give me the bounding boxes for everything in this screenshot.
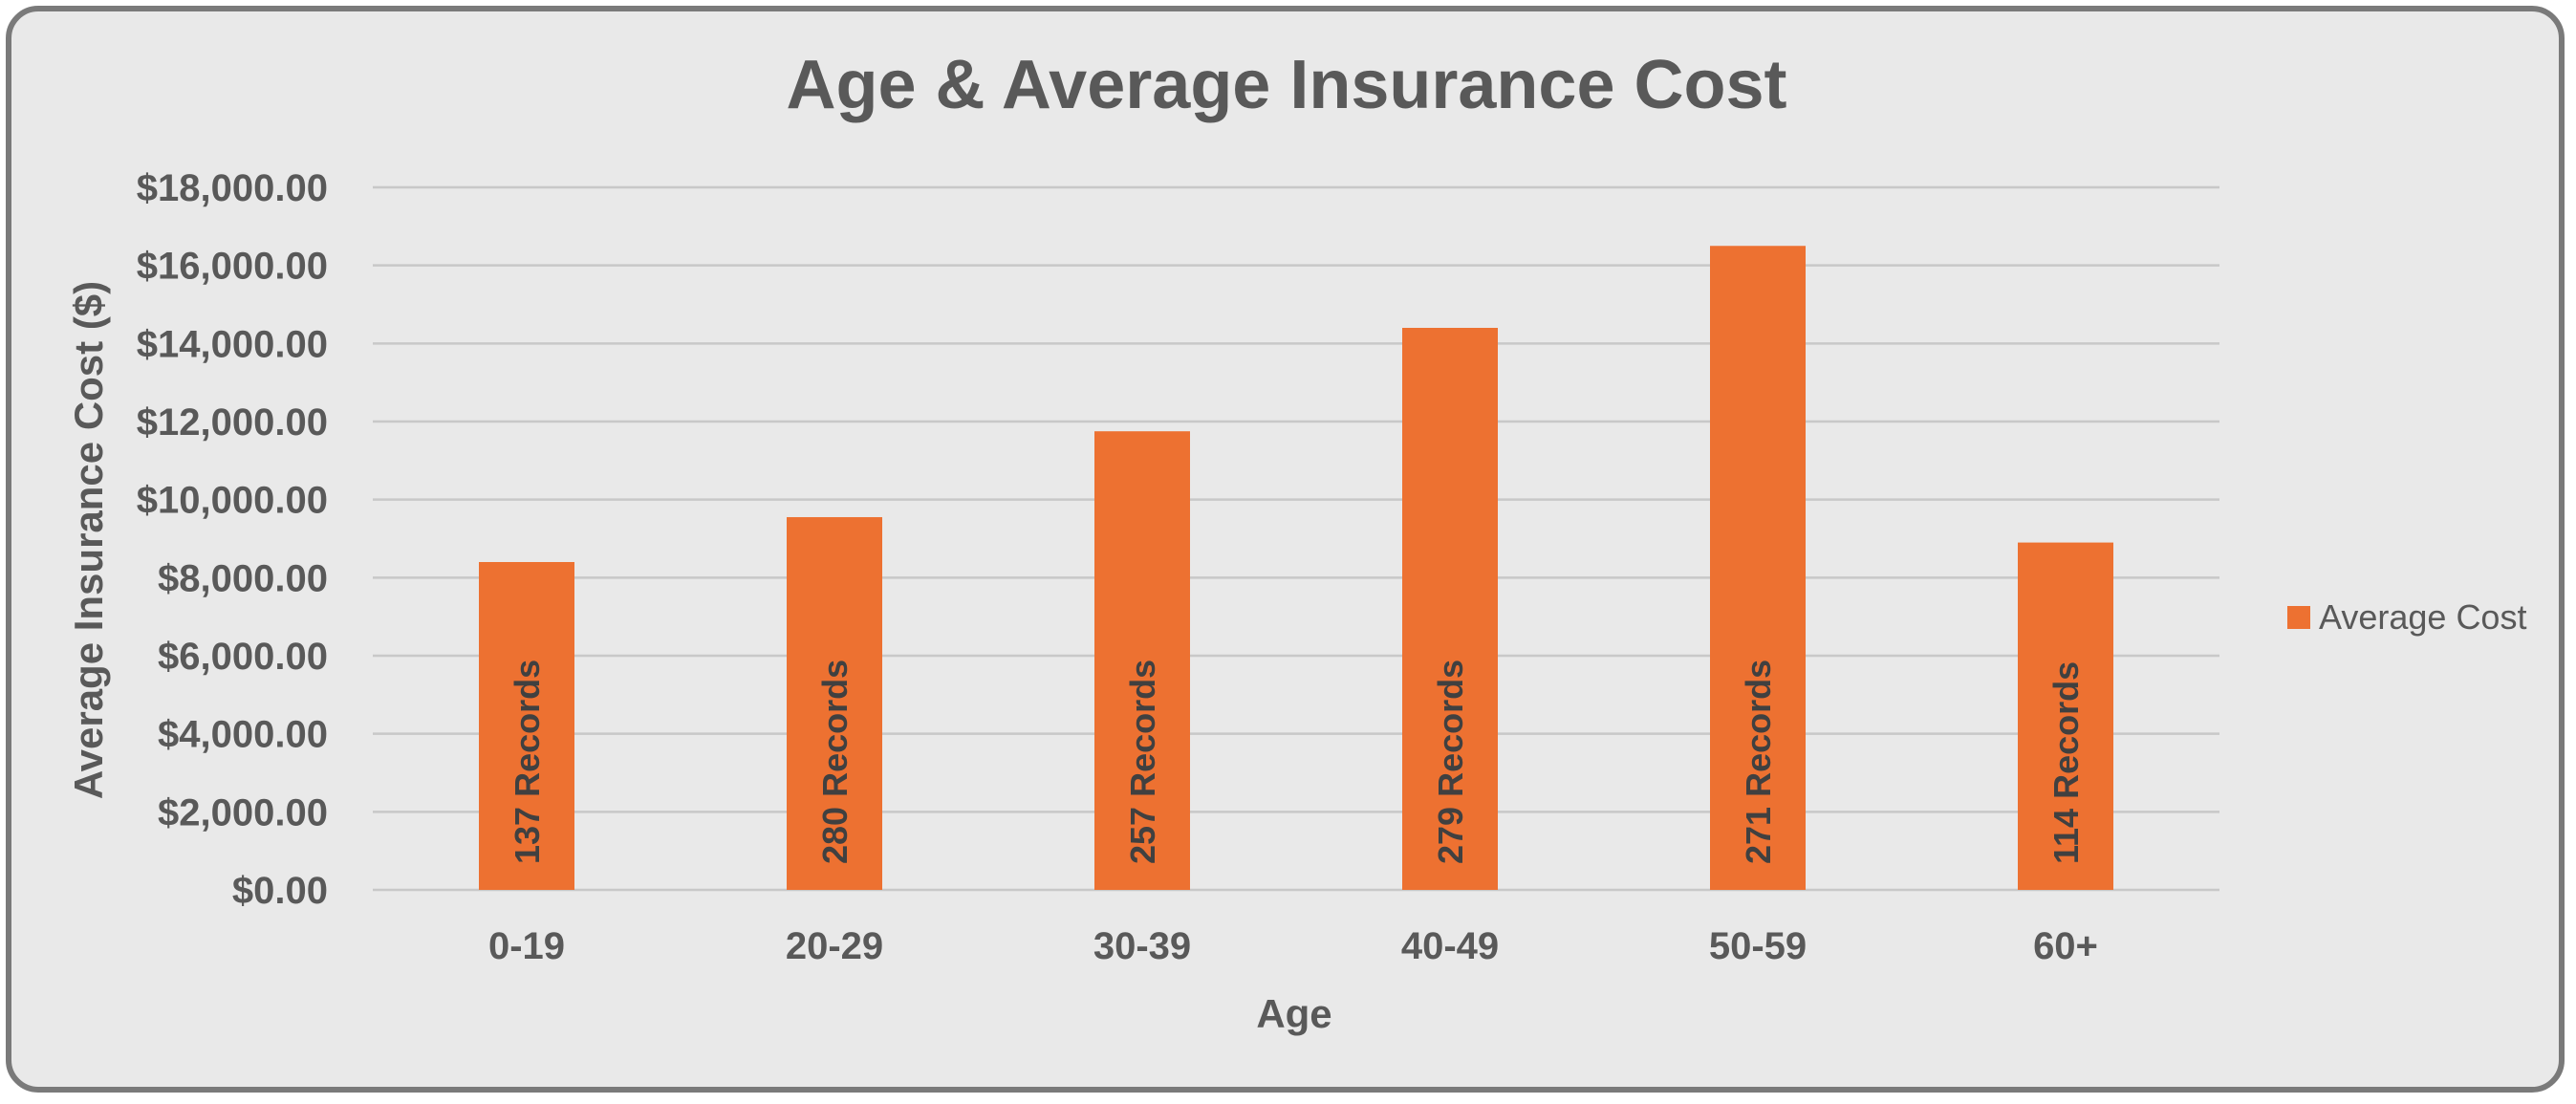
y-tick-label: $12,000.00 <box>137 401 328 444</box>
gridlines <box>373 185 2219 892</box>
bar-data-label: 137 Records <box>508 660 547 864</box>
y-tick-label: $14,000.00 <box>137 323 328 365</box>
x-tick-label: 0-19 <box>488 925 565 967</box>
bar-data-label: 271 Records <box>1739 660 1778 864</box>
chart-title: Age & Average Insurance Cost <box>787 47 1787 123</box>
bar-data-label: 257 Records <box>1123 660 1162 864</box>
y-tick-label: $8,000.00 <box>158 557 328 599</box>
bars: 137 Records 280 Records 257 Records 279 Rec… <box>479 246 2113 890</box>
x-axis-ticks: 0-19 20-29 30-39 40-49 50-59 60+ <box>488 925 2098 967</box>
bar-data-label: 280 Records <box>815 660 855 864</box>
x-tick-label: 60+ <box>2033 925 2098 967</box>
y-tick-label: $18,000.00 <box>137 167 328 209</box>
bar <box>787 517 882 890</box>
bar <box>1402 328 1498 890</box>
legend-label: Average Cost <box>2319 597 2526 637</box>
y-tick-label: $0.00 <box>232 870 328 912</box>
y-tick-label: $2,000.00 <box>158 791 328 833</box>
legend: Average Cost <box>2287 597 2526 637</box>
x-tick-label: 50-59 <box>1709 925 1807 967</box>
x-axis-title: Age <box>1256 991 1331 1036</box>
bar-data-label: 279 Records <box>1431 660 1470 864</box>
y-tick-label: $10,000.00 <box>137 480 328 522</box>
legend-swatch <box>2287 606 2310 629</box>
y-tick-label: $6,000.00 <box>158 636 328 678</box>
bar <box>1710 246 1806 890</box>
x-tick-label: 40-49 <box>1401 925 1499 967</box>
bar <box>2018 542 2113 890</box>
y-axis-title: Average Insurance Cost ($) <box>66 281 111 799</box>
x-tick-label: 30-39 <box>1093 925 1191 967</box>
bar <box>1094 431 1190 890</box>
bar <box>479 562 574 890</box>
y-tick-label: $16,000.00 <box>137 246 328 288</box>
bar-data-label: 114 Records <box>2046 661 2086 864</box>
x-tick-label: 20-29 <box>786 925 883 967</box>
y-tick-label: $4,000.00 <box>158 714 328 756</box>
y-axis-ticks: $0.00 $2,000.00 $4,000.00 $6,000.00 $8,000.0… <box>137 167 328 912</box>
